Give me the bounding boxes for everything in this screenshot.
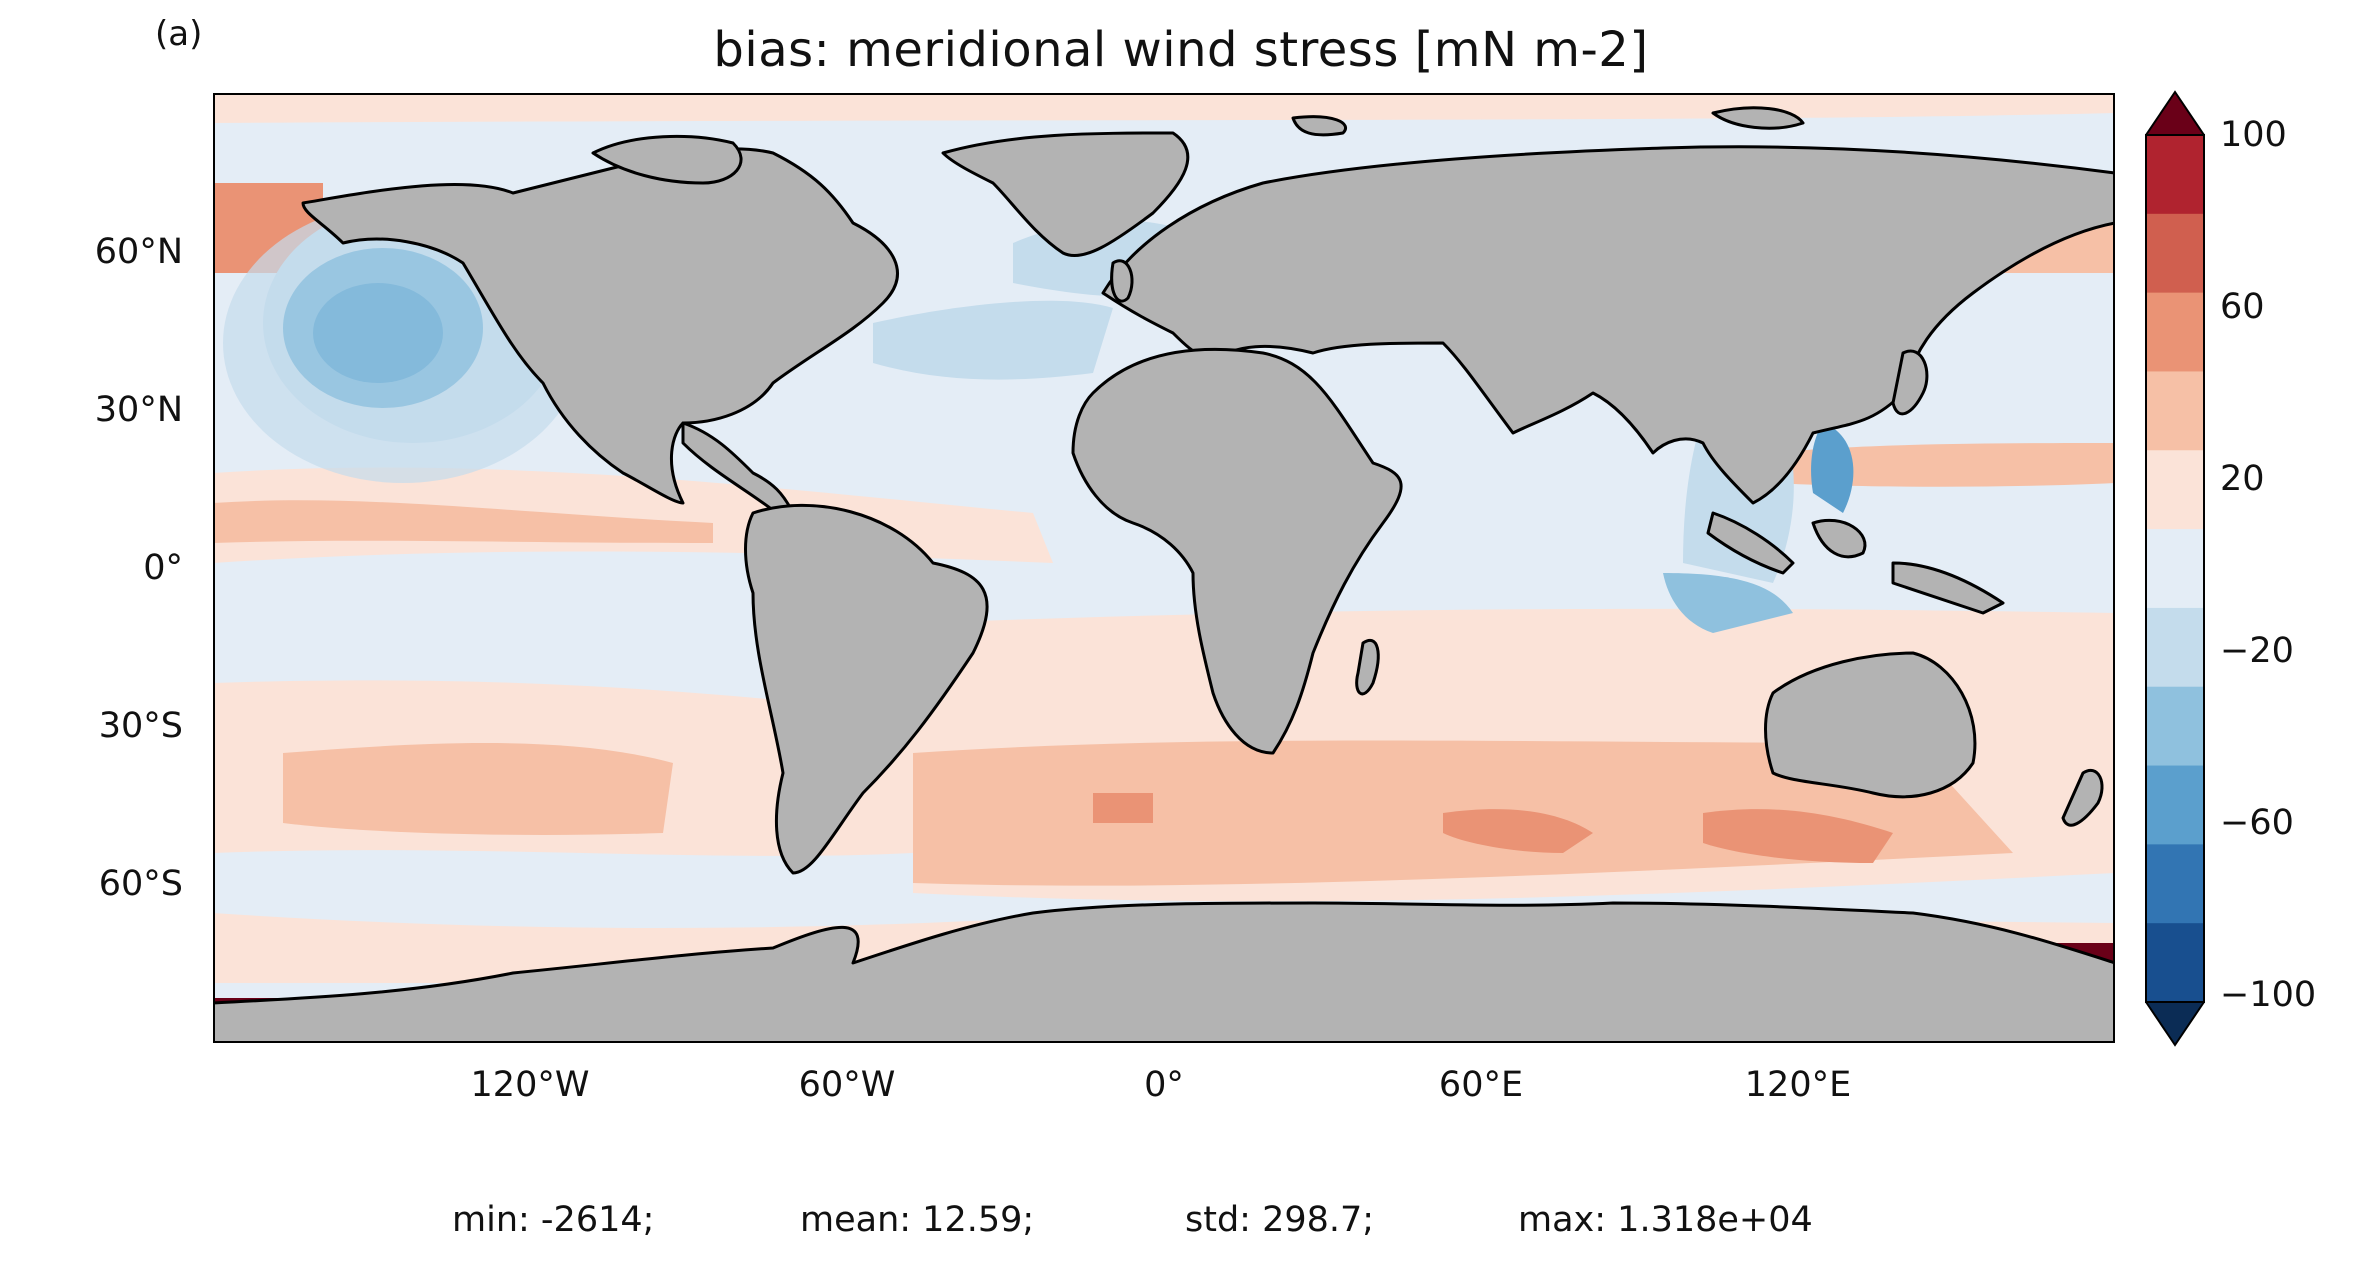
colorbar-bin <box>2146 844 2204 924</box>
world-map <box>213 93 2115 1043</box>
land-masses <box>213 106 2115 1043</box>
colorbar-label-60: 60 <box>2220 287 2265 327</box>
lon-label-120w: 120°W <box>470 1065 590 1105</box>
lat-label-60s: 60°S <box>98 864 183 904</box>
lat-label-30n: 30°N <box>94 390 183 430</box>
lon-label-60w: 60°W <box>798 1065 896 1105</box>
stat-mean: mean: 12.59; <box>800 1200 1035 1240</box>
lat-label-30s: 30°S <box>98 706 183 746</box>
south-america <box>744 503 989 875</box>
positive-bias-regions <box>213 93 2115 983</box>
colorbar-label-20: 20 <box>2220 459 2265 499</box>
colorbar-bin <box>2146 765 2204 845</box>
colorbar-label-100: 100 <box>2220 115 2287 155</box>
colorbar-frame <box>2145 134 2205 1003</box>
greenland <box>941 131 1190 258</box>
colorbar-bin <box>2146 213 2204 294</box>
colorbar-bin <box>2146 529 2204 609</box>
africa <box>1071 347 1403 755</box>
colorbar-bin <box>2146 135 2204 215</box>
lat-label-equator: 0° <box>143 548 183 588</box>
colorbar-extend-low <box>2145 1001 2205 1047</box>
lon-label-60e: 60°E <box>1438 1065 1524 1105</box>
colorbar-bin <box>2146 371 2204 451</box>
map-title: bias: meridional wind stress [mN m-2] <box>713 22 1649 78</box>
colorbar-bin <box>2146 450 2204 530</box>
map-plot-area <box>213 93 2115 1043</box>
colorbar-bin <box>2146 607 2204 688</box>
stat-max: max: 1.318e+04 <box>1518 1200 1813 1240</box>
colorbar-bin <box>2146 923 2204 1003</box>
colorbar-bin <box>2146 292 2204 372</box>
eurasia <box>1101 145 2115 505</box>
australia <box>1764 651 1977 799</box>
colorbar-bin <box>2146 686 2204 767</box>
lon-label-120e: 120°E <box>1744 1065 1852 1105</box>
map-border <box>213 93 2115 1043</box>
colorbar-label-neg60: −60 <box>2220 803 2294 843</box>
lat-label-60n: 60°N <box>94 232 183 272</box>
colorbar <box>2145 90 2205 1047</box>
lon-label-0: 0° <box>1144 1065 1184 1105</box>
stat-std: std: 298.7; <box>1185 1200 1375 1240</box>
stat-min: min: -2614; <box>452 1200 655 1240</box>
panel-label: (a) <box>155 14 203 54</box>
colorbar-label-neg100: −100 <box>2220 975 2317 1015</box>
colorbar-extend-high <box>2145 90 2205 136</box>
antarctica <box>213 901 2115 1043</box>
colorbar-label-neg20: −20 <box>2220 631 2294 671</box>
